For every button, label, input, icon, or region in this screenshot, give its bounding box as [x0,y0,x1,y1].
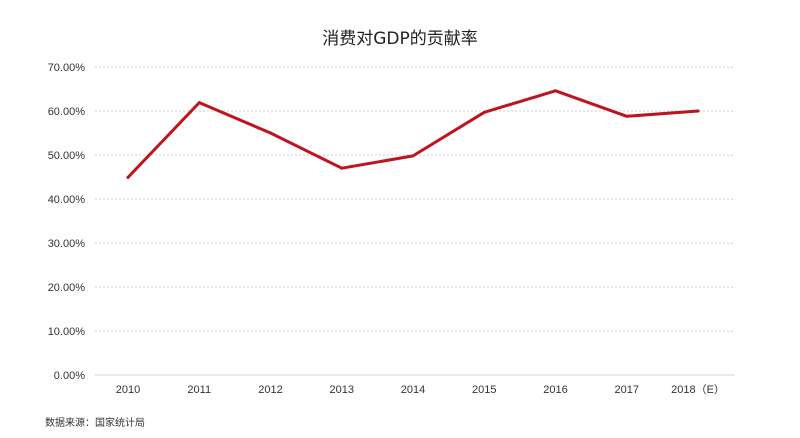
x-tick-label: 2016 [543,384,567,396]
data-point [126,175,130,179]
y-tick-label: 30.00% [48,238,86,250]
x-tick-label: 2017 [615,384,639,396]
y-tick-label: 40.00% [48,194,86,206]
x-axis-labels: 2010 2011 2012 2013 2014 2015 2016 2017 2018（E） [116,383,725,396]
y-tick-label: 0.00% [54,370,85,382]
data-point [554,89,557,93]
x-tick-label: 2018（E） [671,383,725,396]
x-tick-label: 2014 [401,384,425,396]
y-tick-label: 60.00% [48,106,86,118]
y-tick-label: 50.00% [48,150,86,162]
chart-title: 消费对GDP的贡献率 [322,29,478,49]
x-tick-label: 2010 [116,384,140,396]
x-tick-label: 2013 [330,384,354,396]
y-axis-labels: 0.00% 10.00% 20.00% 30.00% 40.00% 50.00% 60.00… [48,62,86,382]
x-tick-label: 2015 [472,384,496,396]
x-tick-label: 2011 [187,384,211,396]
y-tick-label: 10.00% [48,326,86,338]
data-point [625,114,629,118]
series-line [126,89,700,179]
data-point [696,109,700,113]
y-tick-label: 20.00% [48,282,86,294]
source-note: 数据来源：国家统计局 [45,416,145,429]
data-point [340,166,344,170]
data-point [482,110,486,114]
data-point [197,101,201,105]
x-tick-label: 2012 [258,384,282,396]
data-point [269,131,272,135]
series-group [126,89,700,179]
y-tick-label: 70.00% [48,62,86,74]
data-point [411,154,415,158]
